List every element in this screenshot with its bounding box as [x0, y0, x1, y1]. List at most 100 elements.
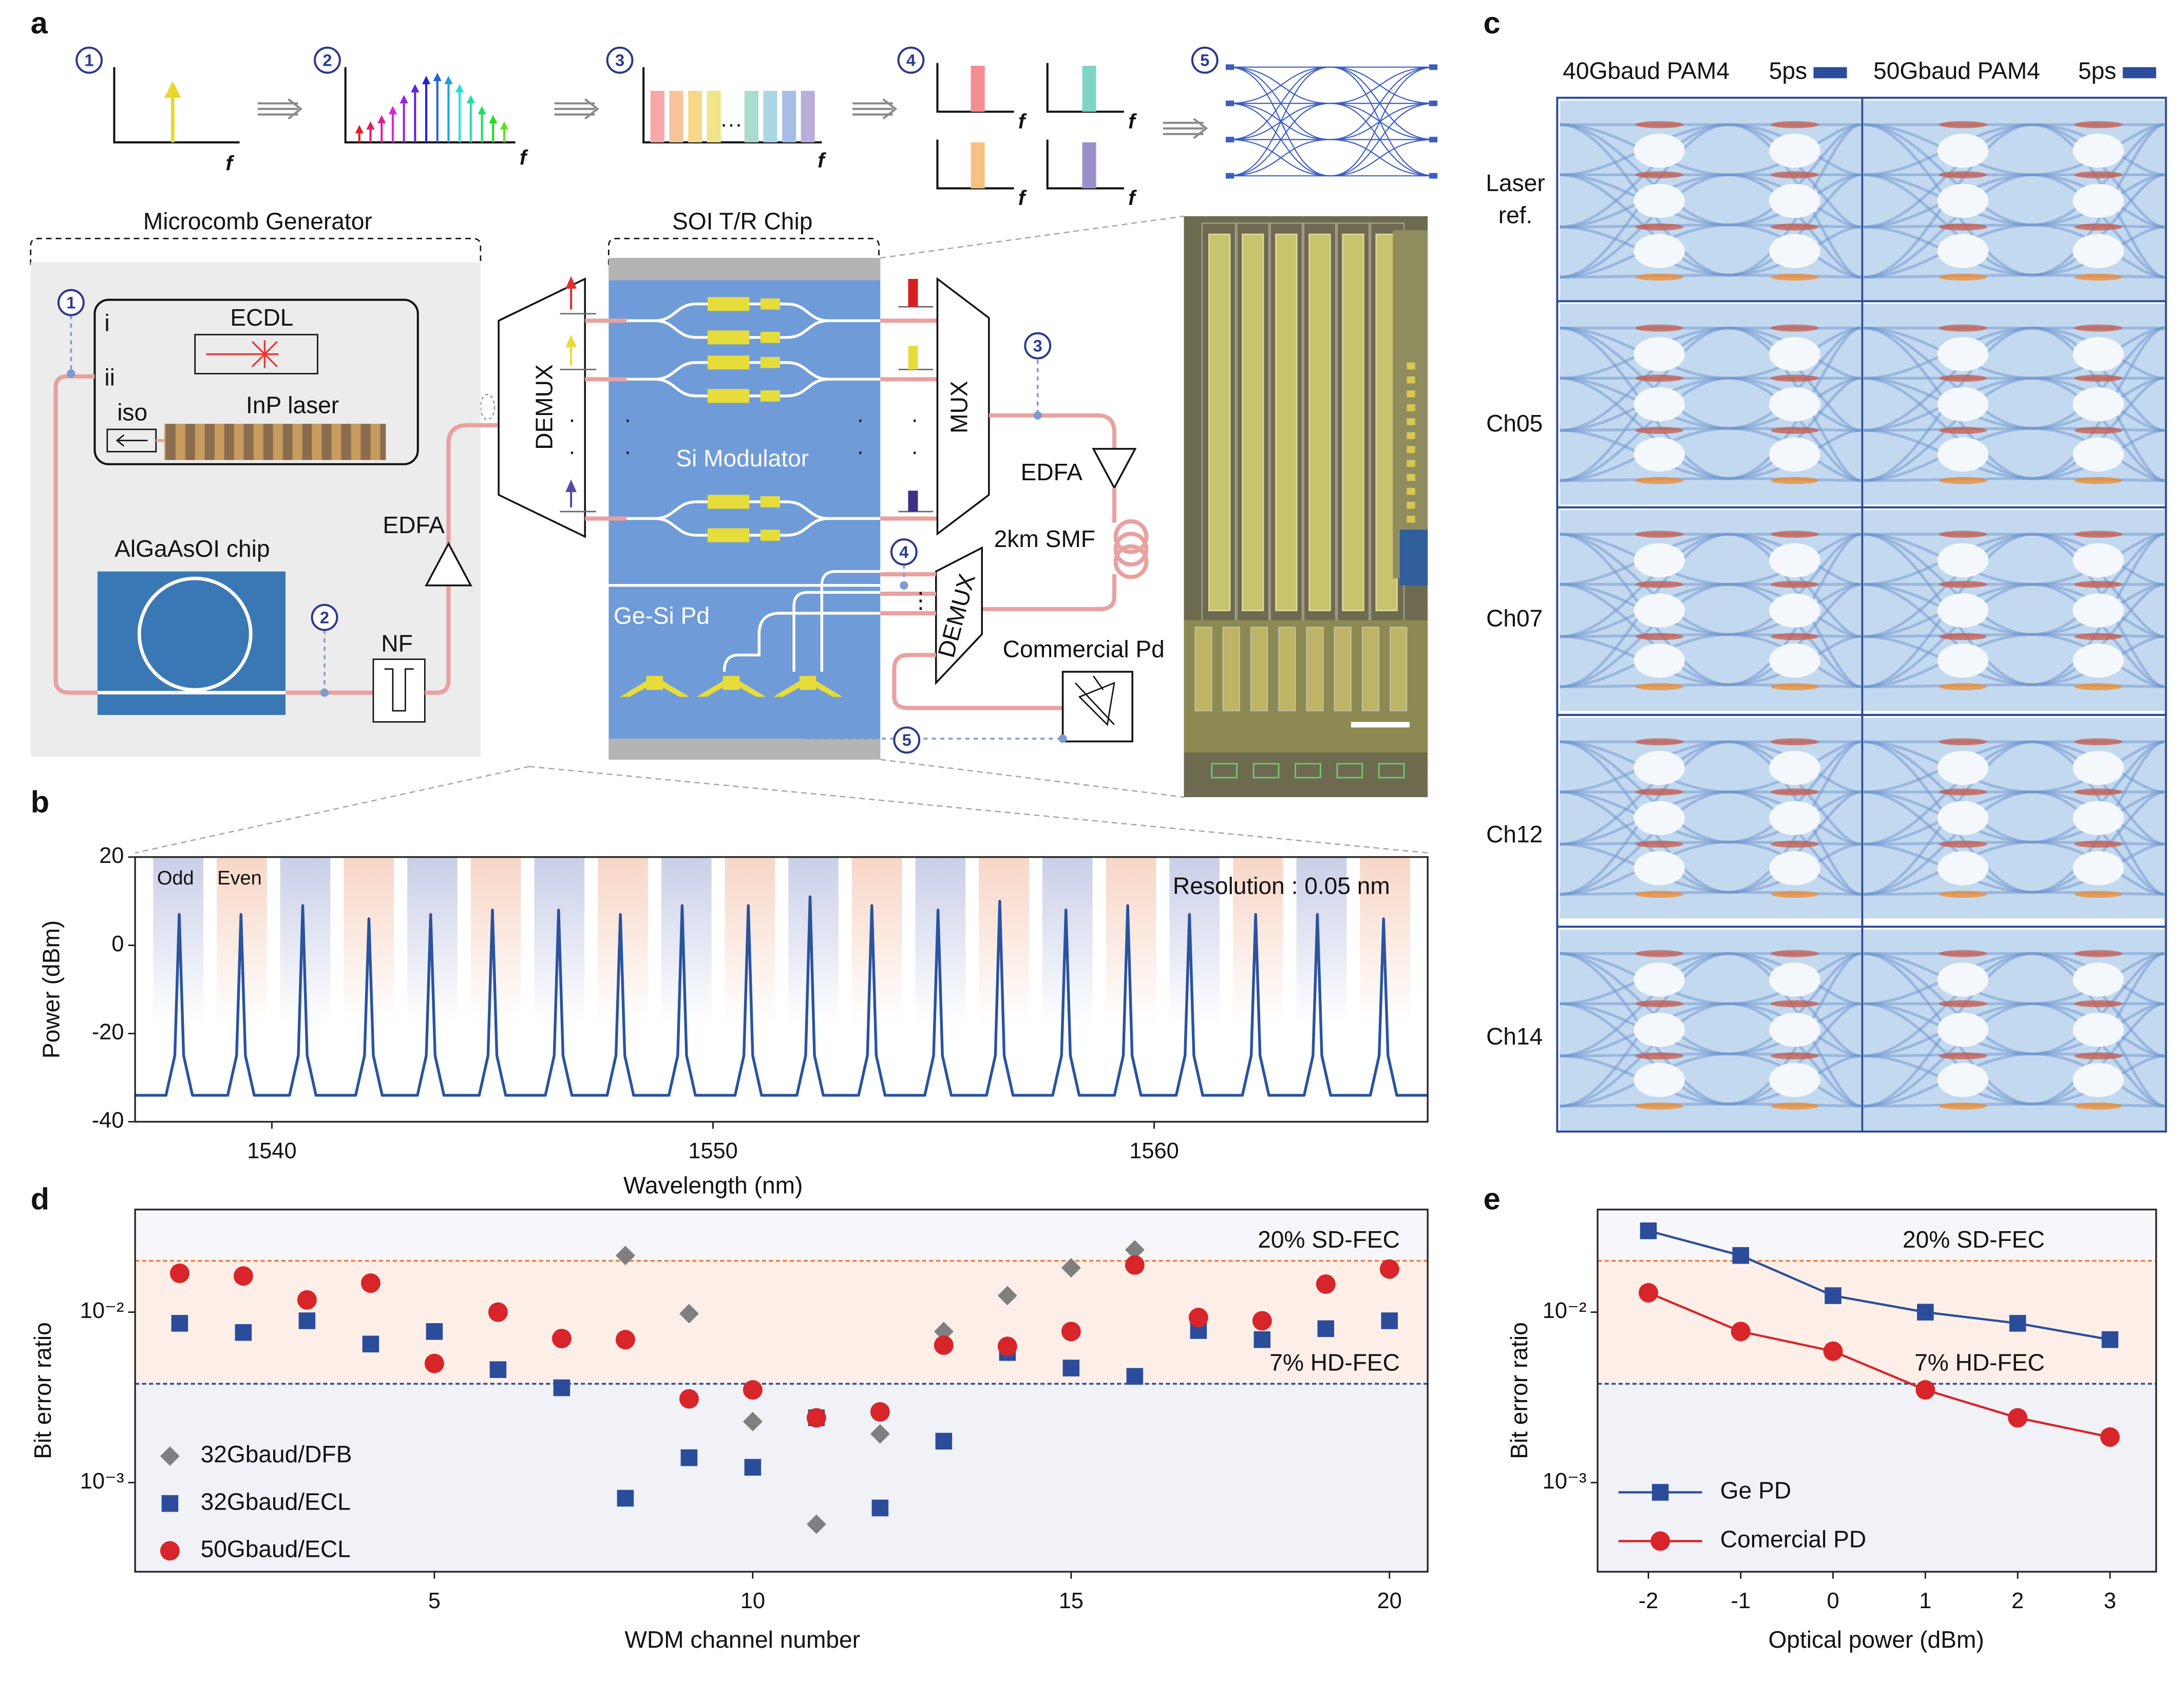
x-tick-label: 1560 — [1129, 1139, 1179, 1163]
channel-band — [851, 857, 902, 1025]
eye-trace — [1864, 683, 2165, 688]
x-axis-label: Wavelength (nm) — [623, 1172, 803, 1199]
data-point — [1316, 1274, 1336, 1294]
eye-level — [2074, 788, 2123, 796]
eye-trace — [1864, 740, 2165, 896]
scale-bar — [1813, 67, 1847, 79]
annotation: Resolution : 0.05 nm — [1173, 872, 1390, 899]
eye-trace — [1864, 633, 2165, 688]
eye-opening — [2073, 543, 2124, 578]
data-point — [1732, 1247, 1750, 1264]
fiber — [880, 318, 938, 521]
pd-icon — [1074, 675, 1115, 726]
data-point — [806, 1514, 826, 1534]
step-marker — [75, 46, 103, 74]
comb-head — [400, 95, 408, 104]
tone-head — [565, 334, 577, 347]
label: EDFA — [1021, 459, 1083, 485]
eye-level — [2074, 171, 2123, 179]
eye-opening — [2073, 643, 2124, 678]
comb-head — [466, 95, 475, 104]
micro-pad — [1308, 233, 1331, 611]
eye-opening — [1634, 337, 1685, 371]
probe-dot — [900, 581, 908, 590]
x-axis-label: WDM channel number — [624, 1626, 860, 1653]
y-tick-label: 10⁻² — [1543, 1298, 1587, 1323]
freq-label: f — [520, 145, 528, 169]
x-tick-label: 20 — [1377, 1589, 1402, 1613]
channel — [1082, 142, 1096, 189]
edfa — [1092, 448, 1137, 490]
data-point — [1062, 1360, 1080, 1377]
data-point — [1061, 1322, 1081, 1342]
probe-dot — [1058, 734, 1067, 743]
step-number: 3 — [1033, 336, 1042, 355]
data-point — [1381, 1312, 1398, 1329]
eye-level — [2074, 840, 2123, 848]
eye-level — [1635, 950, 1684, 957]
x-tick-label: 1550 — [688, 1139, 738, 1163]
data-point — [1640, 1222, 1657, 1239]
eye-trace — [1864, 376, 2165, 482]
micro-pad — [1275, 233, 1298, 611]
fiber-coil — [1113, 519, 1149, 554]
dots: · — [568, 407, 576, 432]
step-marker — [897, 46, 925, 74]
eye-level — [2074, 324, 2123, 332]
eye-level — [2074, 891, 2123, 898]
eye-trace — [1864, 477, 2165, 482]
eye-opening — [1634, 234, 1685, 268]
dots: · — [857, 440, 864, 464]
eye-opening — [1937, 801, 1989, 835]
eye-level — [1939, 374, 1987, 382]
channel-band — [661, 857, 712, 1025]
laser-box — [93, 298, 419, 465]
eye-trace — [1560, 633, 1861, 688]
eye-level — [1635, 223, 1684, 231]
eye-trace — [1864, 273, 2165, 279]
section-label: Microcomb Generator — [143, 208, 372, 235]
data-point — [233, 1266, 253, 1286]
eye-opening — [1634, 750, 1685, 785]
threshold-label: 7% HD-FEC — [1269, 1349, 1400, 1375]
eye-level — [1770, 477, 1819, 484]
eye-opening — [1634, 437, 1685, 472]
comb-head — [444, 76, 453, 84]
eye-opening — [1937, 543, 1989, 578]
eye-level — [2074, 580, 2123, 588]
bracket — [607, 237, 880, 265]
eye-level — [1770, 1000, 1819, 1007]
row-label: Laser ref. — [1486, 170, 1545, 229]
plot-frame — [134, 1209, 1429, 1573]
micro-pd — [1295, 763, 1321, 779]
data-point — [1061, 1258, 1081, 1278]
label: Si Modulator — [676, 445, 809, 472]
eye-level — [1939, 1052, 1987, 1060]
eye-opening — [1937, 387, 1989, 422]
series-line — [1648, 1230, 2111, 1341]
step-sketches: f f ··· f f f f f — [113, 63, 1438, 210]
eye-opening — [1634, 387, 1685, 422]
eye-opening — [1937, 750, 1989, 785]
electrode — [707, 389, 750, 403]
electrode — [707, 528, 750, 542]
comb-head — [489, 115, 498, 124]
eye-trace — [1560, 891, 1861, 896]
data-point — [171, 1315, 188, 1332]
legend-label: 32Gbaud/ECL — [201, 1488, 351, 1515]
x-axis-label: Optical power (dBm) — [1768, 1626, 1984, 1653]
x-tick-label: 10 — [740, 1589, 765, 1613]
eye-opening — [1937, 593, 1989, 628]
eye-trace — [1560, 790, 1861, 896]
scale-bar — [2122, 67, 2156, 79]
panel-label: b — [31, 784, 49, 819]
probe-lines — [70, 315, 1063, 740]
eye-level — [2074, 223, 2123, 231]
eye-opening — [1769, 963, 1820, 997]
channel — [908, 491, 918, 512]
data-point — [870, 1424, 890, 1444]
x-tick-label: 3 — [2104, 1589, 2116, 1613]
micro-contact — [1306, 627, 1324, 711]
nf-icon — [384, 668, 414, 712]
